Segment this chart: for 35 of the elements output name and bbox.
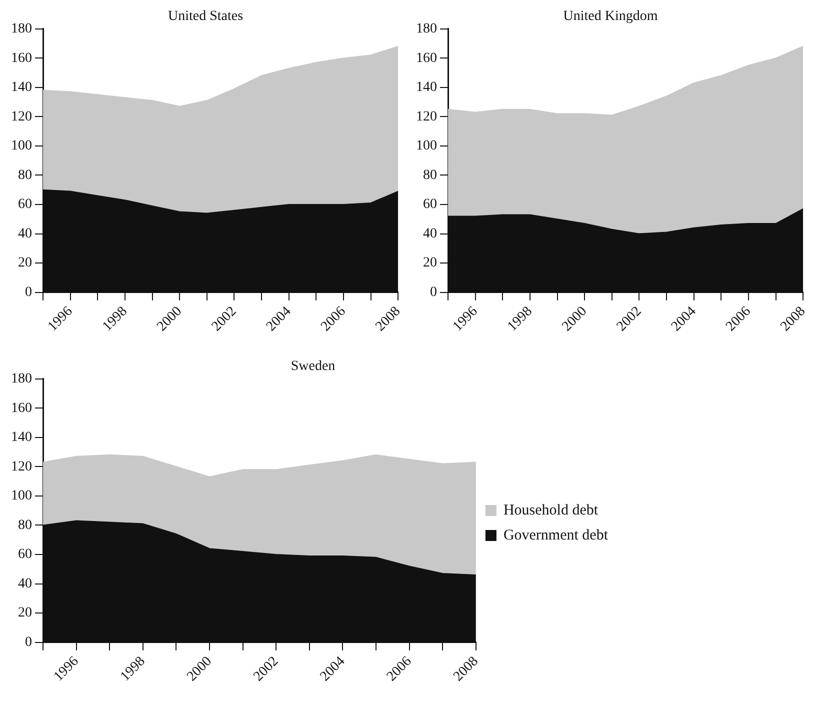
y-tick-label: 140 — [416, 80, 437, 96]
y-tick-label: 40 — [18, 576, 32, 592]
y-tick-label: 160 — [11, 50, 32, 66]
y-tick-label: 180 — [416, 21, 437, 36]
y-tick-label: 80 — [18, 518, 32, 533]
chart-title: United States — [168, 9, 244, 24]
y-tick-label: 160 — [11, 400, 32, 416]
y-tick-label: 120 — [416, 109, 437, 124]
y-tick-label: 20 — [18, 606, 32, 621]
y-tick-label: 60 — [423, 197, 437, 212]
y-tick-label: 180 — [11, 371, 32, 386]
y-tick-label: 140 — [11, 430, 32, 446]
y-tick-label: 100 — [11, 138, 32, 154]
y-tick-label: 100 — [11, 488, 32, 504]
y-tick-label: 80 — [423, 168, 437, 183]
y-tick-label: 140 — [11, 80, 32, 96]
y-tick-label: 100 — [416, 138, 437, 154]
y-tick-label: 40 — [423, 226, 437, 242]
y-tick-label: 20 — [18, 256, 32, 271]
y-tick-label: 120 — [11, 459, 32, 474]
y-tick-label: 20 — [423, 256, 437, 271]
y-tick-label: 0 — [25, 634, 32, 650]
legend-label: Household debt — [503, 502, 599, 518]
y-tick-label: 60 — [18, 197, 32, 212]
chart-title: United Kingdom — [563, 9, 658, 24]
y-tick-label: 120 — [11, 109, 32, 124]
y-tick-label: 80 — [18, 168, 32, 183]
y-tick-label: 60 — [18, 547, 32, 562]
y-tick-label: 0 — [25, 284, 32, 300]
legend-label: Government debt — [503, 527, 609, 544]
y-tick-label: 40 — [18, 226, 32, 242]
y-tick-label: 160 — [416, 50, 437, 66]
chart-title: Sweden — [290, 359, 336, 374]
y-tick-label: 180 — [11, 21, 32, 36]
y-tick-label: 0 — [430, 284, 437, 300]
